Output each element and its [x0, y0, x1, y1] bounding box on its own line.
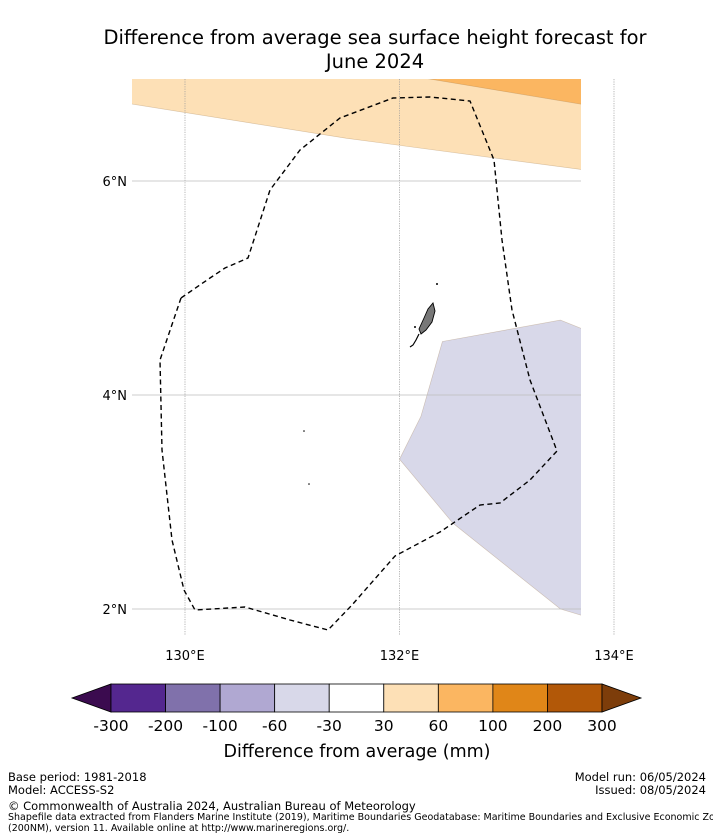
model-name: Model: ACCESS-S2: [8, 783, 115, 797]
colorbar-tick-label: -200: [148, 717, 183, 735]
colorbar-bin: [383, 683, 439, 713]
colorbar-over-extend: [601, 683, 643, 713]
x-tick-label: 134°E: [594, 649, 634, 664]
kayangel-islet: [436, 283, 438, 285]
colorbar-bin: [547, 683, 603, 713]
shapefile-credit-2: (200NM), version 11. Available online at…: [8, 823, 350, 834]
x-tick-label: 130°E: [165, 649, 205, 664]
colorbar-tick-label: -100: [203, 717, 238, 735]
y-tick-label: 4°N: [103, 389, 128, 404]
colorbar-tick-label: -300: [93, 717, 128, 735]
colorbar-bin: [274, 683, 330, 713]
shapefile-credit-1: Shapefile data extracted from Flanders M…: [8, 812, 713, 823]
contour-region-1: [427, 79, 581, 105]
colorbar-tick-label: 300: [587, 717, 617, 735]
colorbar-tick-label: 100: [478, 717, 508, 735]
colorbar-tick-label: 30: [374, 717, 394, 735]
colorbar-under-extend: [70, 683, 112, 713]
colorbar-label: Difference from average (mm): [223, 742, 490, 762]
colorbar-bin: [437, 683, 494, 713]
contour-region-3: [399, 319, 581, 616]
issued-date: Issued: 08/05/2024: [595, 783, 706, 797]
model-run: Model run: 06/05/2024: [574, 770, 706, 784]
colorbar-tick-label: 200: [533, 717, 563, 735]
helen-reef-islet: [308, 483, 310, 485]
tobi-islet: [303, 430, 305, 432]
x-tick-label: 132°E: [380, 649, 420, 664]
eez-boundary-line: [159, 96, 558, 631]
colorbar-bin: [219, 683, 276, 713]
y-tick-label: 2°N: [103, 603, 128, 618]
colorbar-tick-label: 60: [428, 717, 448, 735]
contour-regions: [132, 79, 581, 616]
palau-land: [303, 283, 438, 485]
copyright: © Commonwealth of Australia 2024, Austra…: [8, 799, 416, 813]
eez-boundary: [159, 96, 558, 631]
colorbar-bin: [110, 683, 166, 713]
y-tick-label: 6°N: [103, 175, 128, 190]
chart-title: Difference from average sea surface heig…: [0, 26, 713, 74]
colorbar: -300 -200 -100 -60 -30 30 60 100 200 300: [70, 683, 643, 735]
colorbar-bin: [165, 683, 221, 713]
palau-islet: [414, 326, 416, 328]
colorbar-bin: [492, 683, 548, 713]
contour-region-0: [132, 79, 581, 170]
colorbar-tick-label: -30: [317, 717, 342, 735]
colorbar-tick-label: -60: [262, 717, 287, 735]
palau-southern-islets: [409, 333, 420, 348]
palau-main-island: [418, 302, 436, 335]
base-period: Base period: 1981-2018: [8, 770, 147, 784]
chart-title-line-1: Difference from average sea surface heig…: [103, 26, 647, 49]
chart-title-line-2: June 2024: [325, 50, 425, 73]
colorbar-bin: [328, 683, 385, 713]
